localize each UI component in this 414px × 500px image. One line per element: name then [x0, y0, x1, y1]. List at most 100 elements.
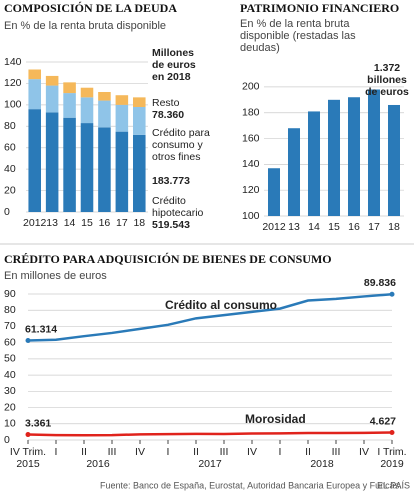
y-tick-label: 100	[242, 210, 260, 222]
y-tick-label: 180	[242, 107, 260, 119]
y-tick-label: 60	[4, 141, 16, 153]
point	[25, 432, 31, 438]
y-tick-label: 20	[4, 184, 16, 196]
y-tick-label: 0	[4, 434, 10, 446]
value-label: 61.314	[25, 323, 57, 335]
x-tick-label: 16	[99, 217, 111, 229]
bar-segment	[98, 127, 111, 212]
bar-segment	[63, 82, 76, 94]
y-tick-label: 120	[242, 184, 260, 196]
bar-segment	[115, 95, 129, 105]
bar	[328, 99, 340, 216]
chart-title: CRÉDITO PARA ADQUISICIÓN DE BIENES DE CO…	[4, 252, 332, 266]
y-tick-label: 160	[242, 132, 260, 144]
chart-subtitle: En millones de euros	[4, 270, 107, 282]
x-tick-label: 18	[133, 217, 145, 229]
x-tick-label: II	[81, 446, 87, 458]
bar	[368, 89, 380, 216]
year-label: 2019	[380, 458, 404, 470]
y-tick-label: 120	[4, 77, 22, 89]
x-tick-label: 2012	[262, 221, 286, 233]
x-tick-label: IV Trim.	[10, 446, 46, 458]
x-tick-label: 18	[388, 221, 400, 233]
x-tick-label: 14	[64, 217, 76, 229]
brand: EL PAÍS	[377, 480, 410, 490]
bar-segment	[28, 69, 41, 80]
year-label: 2017	[198, 458, 222, 470]
y-tick-label: 50	[4, 353, 16, 365]
x-tick-label: 13	[288, 221, 300, 233]
x-tick-label: III	[332, 446, 341, 458]
x-tick-label: I	[167, 446, 170, 458]
x-tick-label: 15	[81, 217, 93, 229]
bar-segment	[63, 93, 76, 118]
bar-segment	[45, 112, 59, 212]
legend-title: Millones de euros en 2018	[152, 47, 196, 83]
x-tick-label: III	[108, 446, 117, 458]
bar-segment	[98, 100, 111, 128]
y-tick-label: 140	[4, 56, 22, 68]
y-tick-label: 140	[242, 158, 260, 170]
legend-amount: 78.360	[152, 109, 185, 121]
x-tick-label: 14	[308, 221, 320, 233]
value-label: 3.361	[25, 417, 51, 429]
series-label: Morosidad	[245, 412, 306, 426]
line	[27, 431, 393, 437]
annotation: 1.372 billones de euros	[365, 62, 409, 98]
legend-label: Crédito para consumo y otros fines	[152, 127, 210, 163]
bar-segment	[28, 79, 41, 110]
bar	[308, 111, 320, 216]
y-tick-label: 20	[4, 401, 16, 413]
year-label: 2015	[16, 458, 40, 470]
bar	[288, 128, 300, 216]
x-tick-label: II	[305, 446, 311, 458]
x-tick-label: I	[279, 446, 282, 458]
x-tick-label: 13	[46, 217, 58, 229]
y-tick-label: 200	[242, 81, 260, 93]
legend-label: Crédito hipotecario	[152, 195, 204, 219]
bar-segment	[45, 85, 59, 113]
y-tick-label: 70	[4, 320, 16, 332]
bar-segment	[133, 97, 146, 107]
x-tick-label: 16	[348, 221, 360, 233]
bar-segment	[80, 87, 94, 98]
bar-segment	[115, 104, 129, 132]
legend-amount: 183.773	[152, 175, 190, 187]
legend-amount: 519.543	[152, 219, 190, 231]
line	[27, 293, 393, 342]
y-tick-label: 0	[4, 206, 10, 218]
point	[25, 338, 31, 344]
y-tick-label: 100	[4, 99, 22, 111]
bar	[388, 104, 400, 216]
x-tick-label: IV	[359, 446, 369, 458]
bar-segment	[80, 123, 94, 212]
y-tick-label: 10	[4, 418, 16, 430]
value-label: 89.836	[364, 277, 396, 289]
y-tick-label: 80	[4, 304, 16, 316]
x-tick-label: 17	[116, 217, 128, 229]
bar	[348, 97, 360, 216]
bar-segment	[80, 97, 94, 124]
x-tick-label: I Trim.	[377, 446, 406, 458]
bar	[268, 168, 280, 216]
x-tick-label: IV	[135, 446, 145, 458]
y-tick-label: 60	[4, 336, 16, 348]
bar-segment	[133, 134, 146, 212]
point	[389, 429, 395, 435]
y-tick-label: 40	[4, 369, 16, 381]
x-tick-label: IV	[247, 446, 257, 458]
year-label: 2016	[86, 458, 110, 470]
y-tick-label: 80	[4, 120, 16, 132]
bar-segment	[45, 75, 59, 86]
y-tick-label: 40	[4, 163, 16, 175]
x-tick-label: 2012	[23, 217, 47, 229]
year-label: 2018	[310, 458, 334, 470]
bar-segment	[28, 109, 41, 212]
value-label: 4.627	[370, 415, 396, 427]
x-tick-label: III	[220, 446, 229, 458]
chart-subtitle: En % de la renta bruta disponible (resta…	[240, 18, 356, 54]
x-tick-label: I	[55, 446, 58, 458]
bar-segment	[63, 117, 76, 212]
